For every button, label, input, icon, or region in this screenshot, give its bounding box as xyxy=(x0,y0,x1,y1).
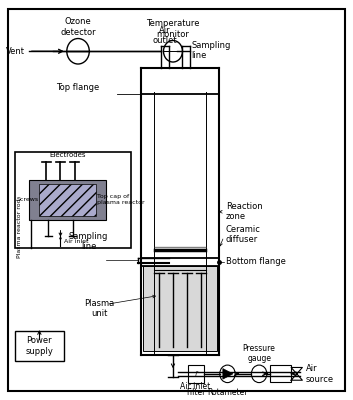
Text: Top cap of
plasma reactor: Top cap of plasma reactor xyxy=(97,194,145,205)
Text: Sampling
line: Sampling line xyxy=(191,41,231,60)
Bar xyxy=(15,331,64,361)
Bar xyxy=(15,152,131,248)
Text: Bottom flange: Bottom flange xyxy=(226,258,286,266)
Text: Plasma reactor rod: Plasma reactor rod xyxy=(17,198,22,258)
Bar xyxy=(270,366,292,382)
Text: Electrodes: Electrodes xyxy=(49,152,86,158)
Text: Pressure
gauge: Pressure gauge xyxy=(243,344,276,363)
Text: Air inlet: Air inlet xyxy=(64,240,89,244)
Text: Air
outlet: Air outlet xyxy=(153,26,178,45)
Text: Sampling
line: Sampling line xyxy=(69,232,108,251)
Bar xyxy=(188,365,204,383)
Text: Screws: Screws xyxy=(17,197,38,202)
Bar xyxy=(40,184,96,216)
Bar xyxy=(143,266,217,351)
Text: Filter: Filter xyxy=(186,388,205,397)
Text: Power
supply: Power supply xyxy=(25,336,53,356)
Text: Top flange: Top flange xyxy=(56,83,100,92)
Polygon shape xyxy=(223,368,233,379)
Bar xyxy=(29,180,106,220)
Text: Reaction
zone: Reaction zone xyxy=(226,202,262,222)
Text: Rotameter: Rotameter xyxy=(207,388,248,397)
Text: Plasma
unit: Plasma unit xyxy=(84,299,114,318)
Text: Vent: Vent xyxy=(6,47,25,56)
Text: Temperature
monitor: Temperature monitor xyxy=(146,19,200,38)
Text: f: f xyxy=(195,371,197,377)
Text: Ozone
detector: Ozone detector xyxy=(60,17,96,36)
Text: Ceramic
diffuser: Ceramic diffuser xyxy=(226,225,261,244)
Text: Air inlet: Air inlet xyxy=(180,382,210,391)
Text: Air
source: Air source xyxy=(306,364,334,384)
